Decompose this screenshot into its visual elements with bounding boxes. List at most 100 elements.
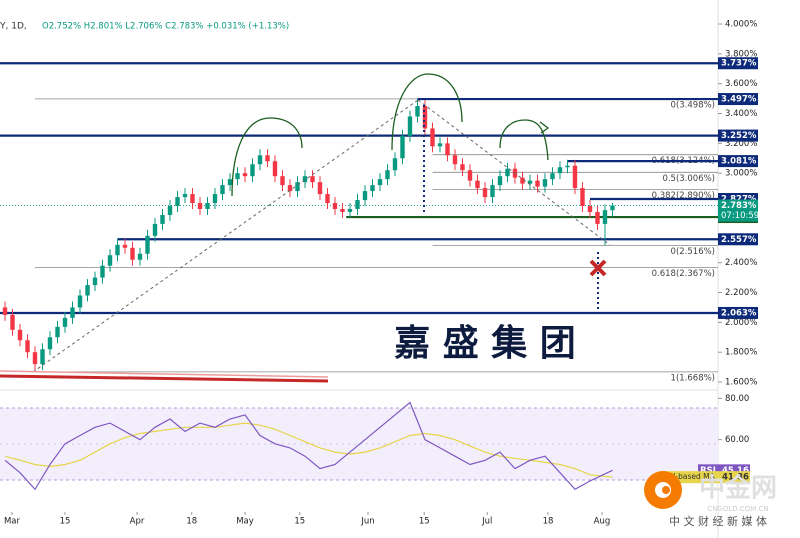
y-tick-label: 2.200% bbox=[725, 288, 757, 298]
candle-body bbox=[550, 173, 555, 180]
candle-body bbox=[122, 244, 128, 248]
candle-body bbox=[467, 170, 473, 181]
x-tick-label: 15 bbox=[419, 517, 430, 527]
arrow-head bbox=[539, 121, 550, 134]
y-tick-label: 1.800% bbox=[725, 348, 757, 358]
candle-body bbox=[362, 191, 368, 201]
candle-body bbox=[497, 176, 503, 186]
y-tick-label: 1.600% bbox=[725, 378, 757, 388]
fib-label: 0.382(2.890%) bbox=[652, 191, 715, 201]
level-box bbox=[718, 93, 758, 106]
rsi-value: 45.16 bbox=[722, 466, 749, 476]
logo-site: CNGOLD.COM.CN bbox=[707, 505, 768, 513]
current-label: 2.783% bbox=[721, 201, 757, 211]
fib-label: 0.5(3.006%) bbox=[662, 174, 715, 184]
candle-body bbox=[47, 337, 53, 350]
candle-body bbox=[437, 143, 443, 147]
candle-body bbox=[2, 307, 8, 315]
level-box bbox=[718, 233, 758, 246]
watermark: 嘉 盛 集 团 bbox=[394, 323, 576, 364]
countdown: 07:10:59 bbox=[721, 211, 759, 221]
fib-label: 0(3.498%) bbox=[671, 100, 715, 110]
candle-body bbox=[325, 194, 330, 204]
candle-body bbox=[422, 106, 428, 129]
head-arc bbox=[391, 73, 463, 151]
x-tick-label: Jul bbox=[481, 517, 492, 527]
rsi-tick-label: 60.00 bbox=[725, 435, 749, 445]
candle-body bbox=[430, 128, 435, 147]
candle-body bbox=[175, 197, 180, 207]
ma-value-box bbox=[718, 471, 750, 484]
candle-body bbox=[610, 205, 615, 211]
y-tick-label: 3.400% bbox=[725, 109, 757, 119]
candle-body bbox=[370, 185, 375, 192]
level-box bbox=[718, 155, 758, 168]
x-tick-label: Apr bbox=[130, 517, 145, 527]
candle-body bbox=[145, 235, 150, 254]
y-tick-label: 2.400% bbox=[725, 258, 757, 268]
candle-body bbox=[317, 182, 323, 195]
candle-body bbox=[167, 206, 173, 215]
level-label: 2.063% bbox=[721, 308, 757, 318]
ohlc: O2.752% H2.801% L2.706% C2.783% +0.031% … bbox=[42, 22, 289, 32]
candle-body bbox=[385, 170, 390, 180]
candle-body bbox=[302, 176, 308, 183]
current-box bbox=[718, 199, 758, 222]
rsi-tick-label: 80.00 bbox=[725, 394, 749, 404]
level-box bbox=[718, 306, 758, 319]
candle-body bbox=[587, 206, 593, 212]
logo-dot bbox=[662, 486, 670, 494]
candle-body bbox=[377, 179, 383, 186]
level-label: 2.557% bbox=[721, 235, 757, 245]
candle-body bbox=[460, 164, 465, 171]
candle-body bbox=[580, 188, 585, 207]
fib-label: 0.618(2.367%) bbox=[652, 269, 715, 279]
candle-body bbox=[557, 167, 563, 174]
candle-body bbox=[92, 277, 98, 286]
level-label: 3.081% bbox=[721, 157, 757, 167]
y-tick-label: 3.600% bbox=[725, 79, 757, 89]
logo-name: 中金网 bbox=[699, 473, 777, 504]
red-line bbox=[0, 374, 329, 383]
candle-body bbox=[332, 203, 338, 209]
level-label: 3.252% bbox=[721, 131, 757, 141]
candle-body bbox=[242, 173, 248, 177]
candle-body bbox=[475, 180, 480, 189]
candle-body bbox=[107, 255, 113, 266]
candle-body bbox=[257, 155, 263, 165]
candle-body bbox=[115, 244, 120, 256]
x-tick-label: 15 bbox=[60, 517, 71, 527]
candle-body bbox=[595, 211, 600, 224]
candle-body bbox=[445, 143, 450, 156]
candle-body bbox=[205, 203, 210, 209]
rsi-line bbox=[4, 401, 613, 491]
candle-body bbox=[572, 165, 578, 189]
candle-body bbox=[32, 352, 38, 365]
level-label: 3.737% bbox=[721, 59, 757, 69]
candle-body bbox=[227, 179, 233, 186]
candle-body bbox=[250, 164, 255, 177]
candle-body bbox=[190, 194, 195, 204]
candle-body bbox=[295, 182, 300, 192]
candle-body bbox=[197, 203, 203, 209]
red-line bbox=[0, 370, 329, 378]
candle-body bbox=[77, 295, 83, 308]
candle-body bbox=[452, 155, 458, 165]
candle-body bbox=[355, 200, 360, 209]
candle-body bbox=[55, 326, 60, 338]
y-tick-label: 3.000% bbox=[725, 169, 757, 179]
candle-body bbox=[70, 307, 75, 318]
shoulder-arc bbox=[231, 117, 303, 197]
x-tick-label: Aug bbox=[594, 517, 611, 527]
candle-body bbox=[392, 158, 398, 171]
candle-body bbox=[407, 116, 413, 136]
candle-body bbox=[565, 165, 570, 168]
candle-body bbox=[40, 349, 45, 365]
candle-body bbox=[10, 314, 15, 330]
candle-body bbox=[490, 185, 495, 198]
candle-body bbox=[535, 180, 540, 187]
candle-body bbox=[130, 247, 135, 260]
candle-body bbox=[212, 194, 218, 204]
ma-value: 41.86 bbox=[722, 473, 749, 483]
